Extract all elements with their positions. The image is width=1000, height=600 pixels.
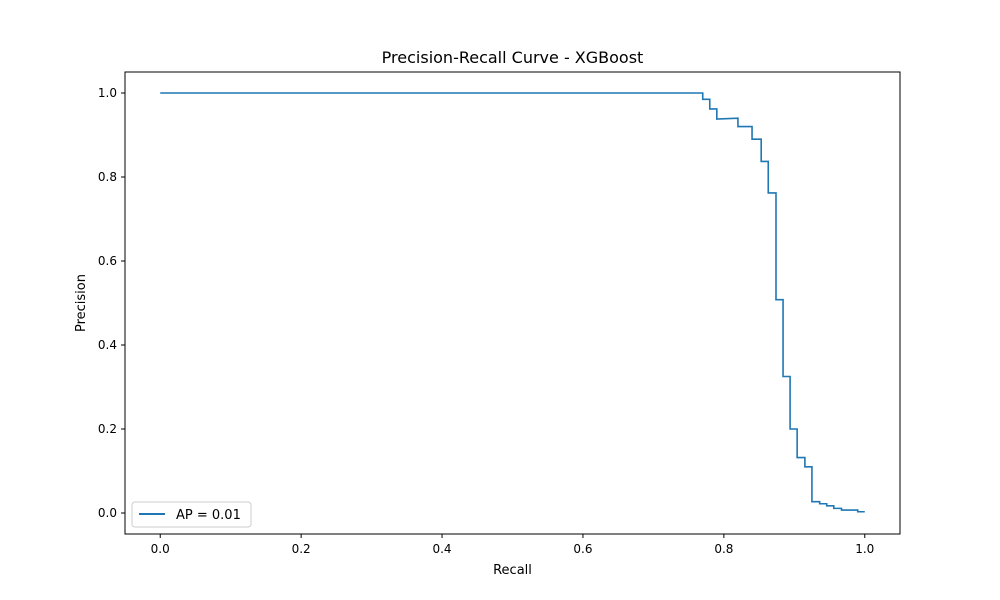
y-tick-label: 0.0: [98, 506, 117, 520]
x-tick-label: 0.2: [292, 542, 311, 556]
y-axis: 0.0 0.2 0.4 0.6 0.8 1.0: [98, 86, 125, 520]
series-line: [160, 92, 865, 513]
plot-frame: [124, 71, 901, 535]
x-axis-label: Recall: [493, 563, 532, 578]
x-tick-label: 1.0: [855, 542, 874, 556]
y-tick-label: 0.2: [98, 422, 117, 436]
chart-title: Precision-Recall Curve - XGBoost: [382, 48, 644, 67]
legend-entry: AP = 0.01: [176, 508, 241, 523]
x-tick-label: 0.6: [573, 542, 592, 556]
legend: AP = 0.01: [131, 501, 252, 528]
y-tick-label: 1.0: [98, 86, 117, 100]
x-tick-label: 0.4: [432, 542, 451, 556]
y-axis-label: Precision: [74, 274, 89, 332]
x-tick-label: 0.0: [151, 542, 170, 556]
y-tick-label: 0.6: [98, 254, 117, 268]
x-axis: 0.0 0.2 0.4 0.6 0.8 1.0: [151, 534, 874, 556]
legend-box: [131, 501, 252, 528]
series-layer: [160, 92, 865, 513]
y-tick-label: 0.8: [98, 170, 117, 184]
x-tick-label: 0.8: [714, 542, 733, 556]
y-tick-label: 0.4: [98, 338, 117, 352]
